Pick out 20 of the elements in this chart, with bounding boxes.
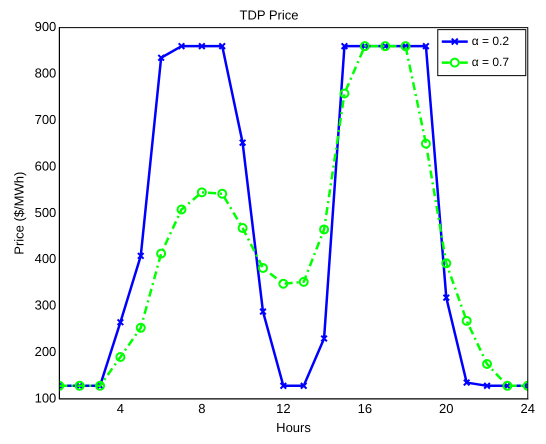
- legend-label: α = 0.7: [472, 54, 510, 69]
- y-axis-title: Price ($/MWh): [11, 172, 26, 255]
- y-tick-label: 600: [34, 158, 56, 174]
- y-tick-label: 300: [34, 298, 56, 313]
- x-tick-label: 8: [198, 401, 206, 416]
- x-tick-label: 4: [116, 401, 124, 416]
- y-tick-label: 800: [34, 66, 56, 81]
- y-tick-label: 700: [34, 112, 56, 127]
- y-tick-label: 400: [34, 251, 56, 266]
- y-tick-label: 900: [34, 19, 56, 34]
- x-tick-label: 24: [520, 401, 536, 416]
- chart-title: TDP Price: [240, 7, 298, 22]
- x-axis-title: Hours: [276, 420, 312, 435]
- x-tick-label: 12: [276, 401, 291, 416]
- y-tick-label: 500: [34, 204, 56, 220]
- x-tick-label: 20: [439, 401, 454, 416]
- y-tick-label: 100: [34, 390, 56, 406]
- x-tick-label: 16: [358, 401, 372, 416]
- legend-label: α = 0.2: [472, 34, 510, 48]
- y-tick-label: 200: [34, 344, 56, 359]
